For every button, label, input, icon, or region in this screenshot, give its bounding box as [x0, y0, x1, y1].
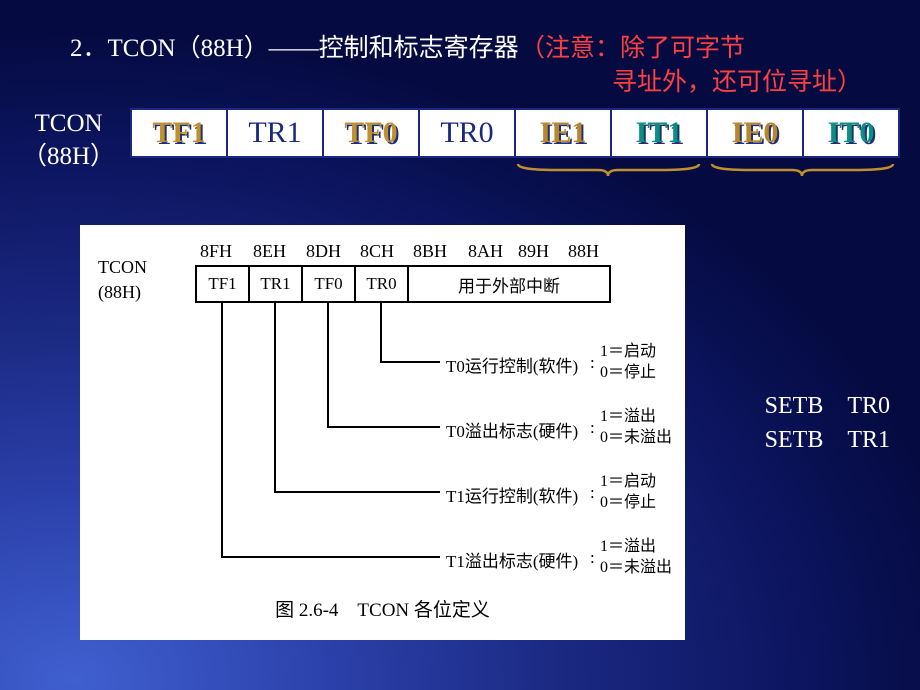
connector-hline: [327, 426, 440, 428]
register-label-name: TCON: [22, 108, 115, 141]
desc-v1-1: 1＝溢出: [600, 407, 656, 428]
bit-address-label: 88H: [568, 241, 599, 262]
diagram-bit-row: TF1TR1TF0TR0用于外部中断: [195, 265, 611, 303]
desc-colon: :: [590, 353, 595, 373]
desc-text-0: T0运行控制(软件): [446, 352, 578, 377]
side-code: SETB TR0 SETB TR1: [765, 390, 890, 457]
register-label: TCON （88H）: [22, 108, 115, 173]
desc-v0-2: 0＝停止: [600, 493, 656, 514]
desc-v1-0: 1＝启动: [600, 342, 656, 363]
connector-hline: [380, 361, 440, 363]
title-main: TCON（88H）——控制和标志寄存器: [108, 35, 519, 62]
connector-vline: [221, 303, 223, 558]
desc-v1-2: 1＝启动: [600, 472, 656, 493]
bit-register-row: TF1TR1TF0TR0IE1IT1IE0IT0: [130, 108, 900, 158]
bit-address-label: 8DH: [306, 241, 341, 262]
diagram-bit-cell: TR0: [356, 267, 409, 301]
bit-cell: TF0: [322, 108, 420, 158]
desc-colon: :: [590, 548, 595, 568]
bit-address-label: 8BH: [413, 241, 447, 262]
bit-cell: IT0: [802, 108, 900, 158]
bit-address-label: 8AH: [468, 241, 503, 262]
connector-vline: [274, 303, 276, 493]
bit-cell: TR1: [226, 108, 324, 158]
brace-left: [516, 162, 701, 176]
figure-caption: 图 2.6-4 TCON 各位定义: [80, 595, 685, 622]
desc-v0-3: 0＝未溢出: [600, 558, 672, 579]
bit-address-label: 8CH: [360, 241, 394, 262]
diagram-reg-name: TCON: [98, 255, 147, 280]
slide-title: 2．TCON（88H）——控制和标志寄存器: [70, 28, 920, 64]
diagram-bit-cell: TR1: [250, 267, 303, 301]
diagram-ext-interrupt-cell: 用于外部中断: [409, 267, 609, 301]
bit-address-label: 8FH: [200, 241, 232, 262]
diagram-bit-cell: TF1: [197, 267, 250, 301]
brace-right: [710, 162, 895, 176]
diagram-figure: TCON (88H) 8FH8EH8DH8CH8BH8AH89H88H TF1T…: [80, 225, 685, 640]
bit-cell: IE1: [514, 108, 612, 158]
desc-v0-1: 0＝未溢出: [600, 428, 672, 449]
desc-v1-3: 1＝溢出: [600, 537, 656, 558]
title-number: 2．: [70, 35, 108, 62]
connector-hline: [274, 491, 440, 493]
connector-vline: [327, 303, 329, 428]
title-note-line2: 寻址外，还可位寻址）: [612, 62, 862, 98]
bit-address-label: 89H: [518, 241, 549, 262]
bit-cell: TF1: [130, 108, 228, 158]
desc-text-3: T1溢出标志(硬件): [446, 547, 578, 572]
connector-hline: [221, 556, 440, 558]
desc-text-1: T0溢出标志(硬件): [446, 417, 578, 442]
diagram-reg-addr: (88H): [98, 280, 147, 305]
register-label-addr: （88H）: [22, 141, 115, 174]
diagram-reg-label: TCON (88H): [98, 255, 147, 305]
bit-cell: IE0: [706, 108, 804, 158]
bit-cell: IT1: [610, 108, 708, 158]
connector-vline: [380, 303, 382, 363]
desc-colon: :: [590, 483, 595, 503]
desc-colon: :: [590, 418, 595, 438]
desc-text-2: T1运行控制(软件): [446, 482, 578, 507]
side-code-line1: SETB TR0: [765, 390, 890, 424]
desc-v0-0: 0＝停止: [600, 363, 656, 384]
bit-cell: TR0: [418, 108, 516, 158]
title-note-line1: （注意：除了可字节: [520, 28, 745, 64]
diagram-bit-cell: TF0: [303, 267, 356, 301]
side-code-line2: SETB TR1: [765, 424, 890, 458]
bit-address-label: 8EH: [253, 241, 286, 262]
